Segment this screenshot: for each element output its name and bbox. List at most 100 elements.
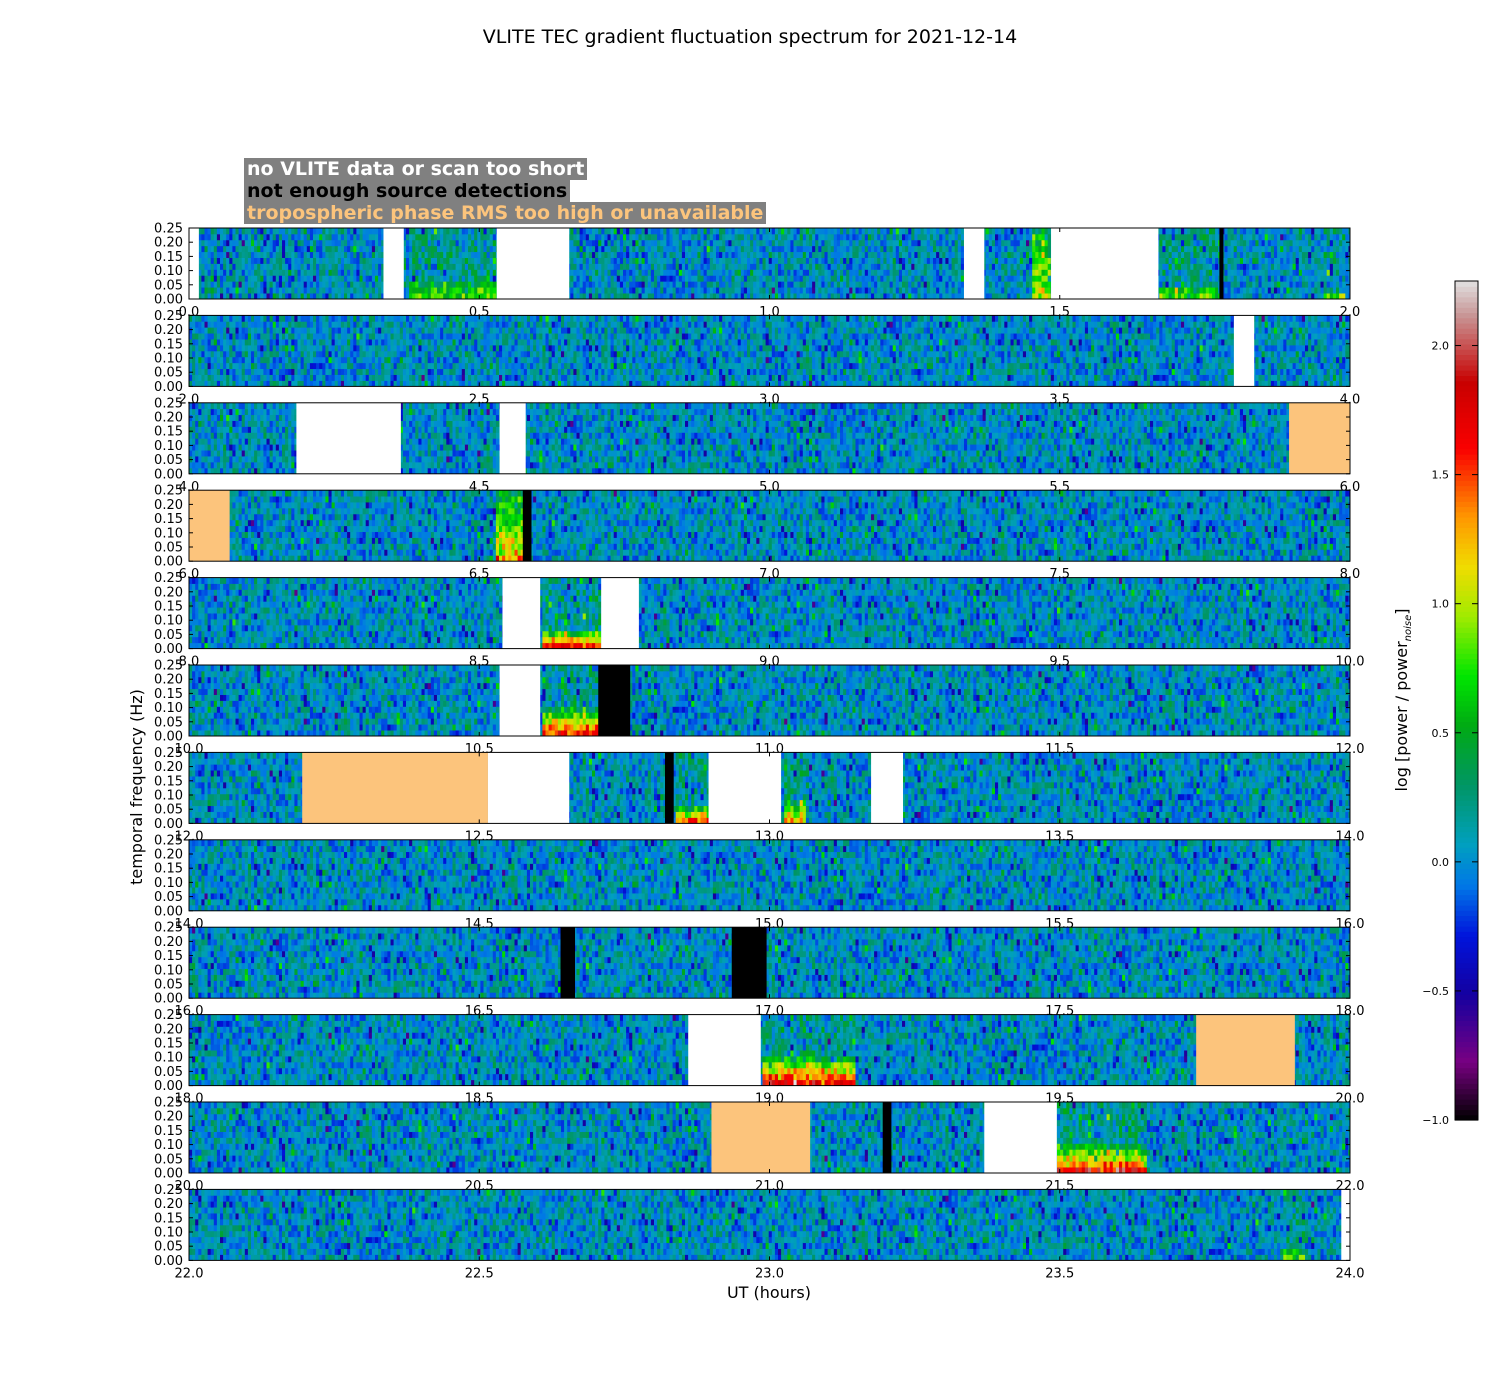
colorbar-segment bbox=[1455, 1004, 1478, 1011]
y-tick-label: 0.25 bbox=[154, 1096, 183, 1111]
colorbar-segment bbox=[1455, 994, 1478, 1000]
colorbar-tick-label: 0.0 bbox=[1432, 856, 1450, 869]
colorbar-segment bbox=[1455, 281, 1478, 287]
y-tick-label: 0.10 bbox=[154, 439, 183, 454]
flag-nodata bbox=[1233, 315, 1255, 387]
flag-nodata bbox=[496, 228, 570, 299]
colorbar-segment bbox=[1455, 747, 1478, 754]
colorbar-segment bbox=[1455, 354, 1478, 361]
spectrum-panel: 0.000.050.100.150.200.252.0 2.5 3.0 3.5 4.0 bbox=[154, 309, 1360, 408]
colorbar-segment bbox=[1455, 585, 1478, 591]
legend-tropo: tropospheric phase RMS too high or unava… bbox=[244, 202, 767, 224]
colorbar-segment bbox=[1455, 889, 1478, 896]
y-tick-label: 0.05 bbox=[154, 366, 183, 381]
y-tick-label: 0.10 bbox=[154, 264, 183, 279]
colorbar-segment bbox=[1455, 779, 1478, 785]
colorbar-segment bbox=[1455, 983, 1478, 990]
x-tick-label: 23.0 bbox=[755, 1266, 784, 1281]
colorbar-segment bbox=[1455, 988, 1478, 995]
colorbar-segment bbox=[1455, 763, 1478, 770]
colorbar-segment bbox=[1455, 936, 1478, 943]
flag-nodata bbox=[1051, 228, 1159, 299]
colorbar-segment bbox=[1455, 674, 1478, 681]
y-tick-label: 0.25 bbox=[154, 833, 183, 848]
flag-tropo bbox=[189, 490, 230, 562]
colorbar-segment bbox=[1455, 438, 1478, 445]
heatmap-cells bbox=[189, 228, 1350, 299]
y-tick-label: 0.15 bbox=[154, 425, 183, 440]
flag-nodata bbox=[1341, 1189, 1350, 1261]
colorbar-segment bbox=[1455, 1015, 1478, 1021]
colorbar-segment bbox=[1455, 1030, 1478, 1037]
colorbar-segment bbox=[1455, 433, 1478, 439]
colorbar-segment bbox=[1455, 621, 1478, 628]
colorbar-segment bbox=[1455, 731, 1478, 738]
colorbar-tick-label: 1.0 bbox=[1432, 598, 1450, 611]
y-tick-label: 0.00 bbox=[154, 1079, 183, 1094]
heatmap-cells bbox=[189, 1189, 1350, 1261]
colorbar-tick-label: −0.5 bbox=[1422, 985, 1449, 998]
colorbar-segment bbox=[1455, 794, 1478, 801]
y-tick-label: 0.05 bbox=[154, 1152, 183, 1167]
heatmap-cells bbox=[189, 402, 1350, 474]
colorbar-segment bbox=[1455, 910, 1478, 917]
colorbar-segment bbox=[1455, 375, 1478, 382]
colorbar-segment bbox=[1455, 946, 1478, 953]
spectrum-panel: 0.000.050.100.150.200.250.0 0.5 1.0 1.5 2.0 bbox=[154, 222, 1360, 321]
colorbar-segment bbox=[1455, 338, 1478, 345]
colorbar-segment bbox=[1455, 700, 1478, 707]
y-axis-label: temporal frequency (Hz) bbox=[127, 689, 146, 885]
y-tick-label: 0.20 bbox=[154, 935, 183, 950]
y-tick-label: 0.15 bbox=[154, 250, 183, 265]
colorbar-segment bbox=[1455, 574, 1478, 581]
colorbar-segment bbox=[1455, 752, 1478, 759]
spectrum-panel: 0.000.050.100.150.200.25 22.0 22.5 23.0 23.5… bbox=[154, 1183, 1364, 1282]
heatmap-cells bbox=[189, 752, 1350, 824]
colorbar-segment bbox=[1455, 726, 1478, 733]
colorbar-segment bbox=[1455, 826, 1478, 833]
colorbar-segment bbox=[1455, 417, 1478, 424]
colorbar-segment bbox=[1455, 516, 1478, 523]
heatmap-cells bbox=[189, 1014, 1350, 1086]
y-tick-label: 0.25 bbox=[154, 1008, 183, 1023]
y-tick-label: 0.15 bbox=[154, 1211, 183, 1226]
flag-detect bbox=[1219, 228, 1224, 299]
y-tick-label: 0.05 bbox=[154, 715, 183, 730]
colorbar-segment bbox=[1455, 1088, 1478, 1095]
colorbar-segment bbox=[1455, 370, 1478, 376]
colorbar-segment bbox=[1455, 952, 1478, 959]
flag-detect bbox=[882, 1102, 892, 1173]
flag-detect bbox=[731, 927, 767, 999]
y-tick-label: 0.10 bbox=[154, 614, 183, 629]
colorbar-segment bbox=[1455, 537, 1478, 544]
y-tick-label: 0.05 bbox=[154, 978, 183, 993]
colorbar-segment bbox=[1455, 391, 1478, 397]
colorbar-segment bbox=[1455, 773, 1478, 780]
colorbar-segment bbox=[1455, 669, 1478, 675]
colorbar-segment bbox=[1455, 322, 1478, 329]
heatmap-cells bbox=[189, 665, 1350, 736]
y-tick-label: 0.20 bbox=[154, 323, 183, 338]
y-tick-label: 0.25 bbox=[154, 396, 183, 411]
colorbar-segment bbox=[1455, 1078, 1478, 1084]
colorbar-segment bbox=[1455, 401, 1478, 408]
y-tick-label: 0.25 bbox=[154, 309, 183, 324]
colorbar-segment bbox=[1455, 359, 1478, 366]
y-tick-label: 0.15 bbox=[154, 862, 183, 877]
colorbar-segment bbox=[1455, 642, 1478, 649]
y-tick-label: 0.05 bbox=[154, 1240, 183, 1255]
x-axis-label: UT (hours) bbox=[727, 1283, 811, 1302]
x-tick-label: 22.5 bbox=[465, 1266, 494, 1281]
colorbar-segment bbox=[1455, 349, 1478, 356]
y-tick-label: 0.15 bbox=[154, 774, 183, 789]
colorbar-segment bbox=[1455, 941, 1478, 948]
colorbar-segment bbox=[1455, 454, 1478, 460]
y-tick-label: 0.05 bbox=[154, 541, 183, 556]
colorbar-segment bbox=[1455, 873, 1478, 880]
colorbar-segment bbox=[1455, 684, 1478, 691]
flag-detect bbox=[665, 752, 674, 824]
colorbar-segment bbox=[1455, 307, 1478, 314]
colorbar-segment bbox=[1455, 396, 1478, 403]
